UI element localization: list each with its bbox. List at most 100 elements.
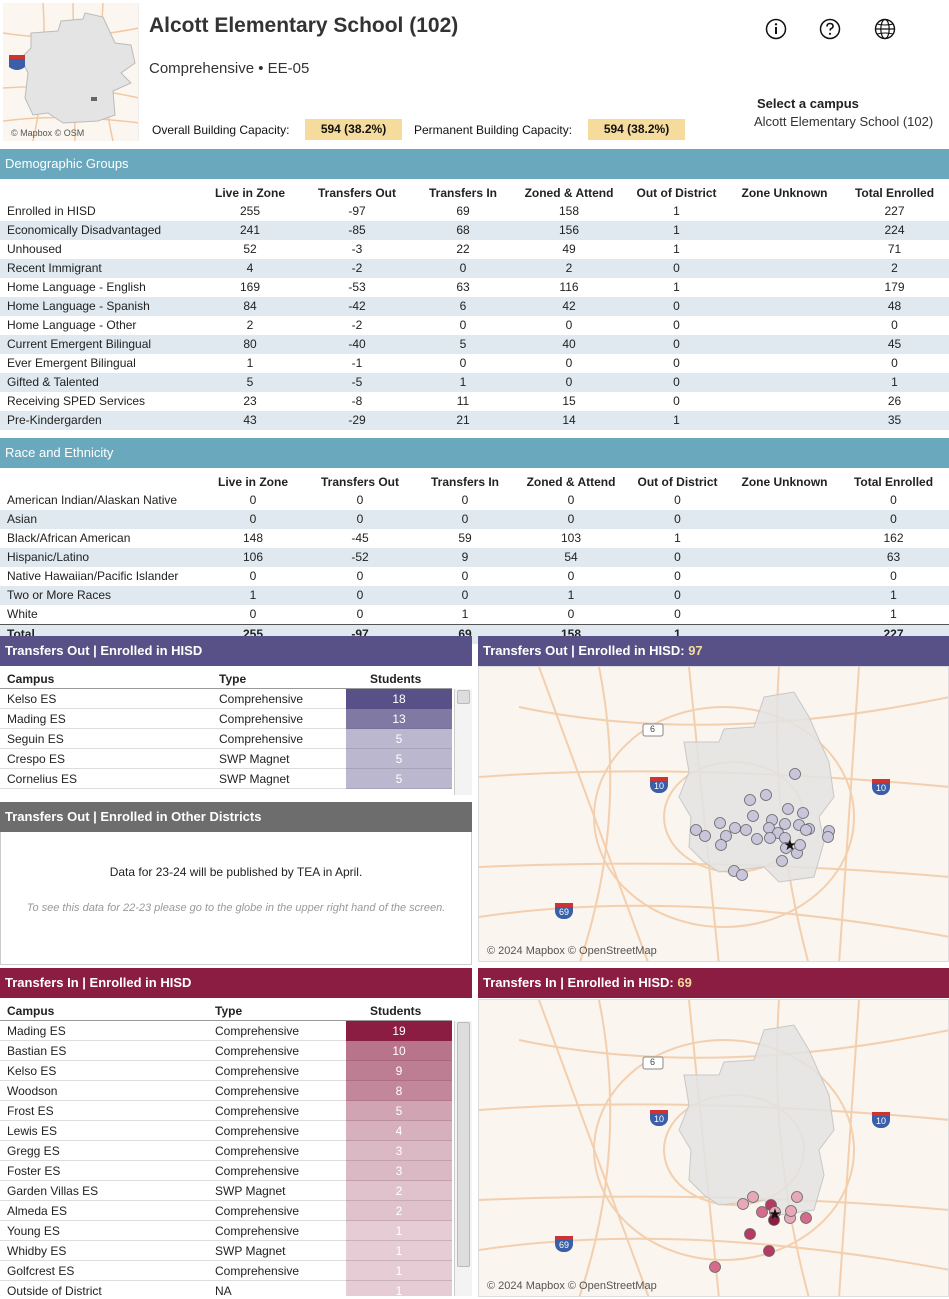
list-item[interactable]: Bastian ES Comprehensive 10	[0, 1041, 452, 1061]
campus-dot[interactable]	[791, 1191, 803, 1203]
column-header: Transfers Out	[320, 475, 400, 489]
list-item[interactable]: Mading ES Comprehensive 13	[0, 709, 452, 729]
transfers-out-map[interactable]: ★ 6 10 10 69 © 2024 Mapbox © OpenStreetMap	[478, 666, 949, 962]
campus-dot[interactable]	[729, 822, 741, 834]
table-cell: 179	[884, 280, 905, 294]
table-cell: 1	[249, 588, 257, 602]
table-cell: 0	[673, 261, 680, 275]
campus-dot[interactable]	[737, 1198, 749, 1210]
table-cell: 0	[249, 607, 257, 621]
list-item[interactable]: Whidby ES SWP Magnet 1	[0, 1241, 452, 1261]
campus-dot[interactable]	[714, 817, 726, 829]
map-canvas: ★	[479, 667, 948, 961]
list-item[interactable]: Kelso ES Comprehensive 18	[0, 689, 452, 709]
list-item[interactable]: Crespo ES SWP Magnet 5	[0, 749, 452, 769]
scroll-thumb[interactable]	[457, 690, 470, 704]
campus-dot[interactable]	[751, 833, 763, 845]
table-row: Enrolled in HISD 255 -97 69 158 1 227	[0, 202, 949, 221]
campus-dot[interactable]	[763, 1245, 775, 1257]
campus-dot[interactable]	[779, 818, 791, 830]
list-item[interactable]: Outside of District NA 1	[0, 1281, 452, 1296]
campus-dot[interactable]	[785, 1205, 797, 1217]
campus-select[interactable]: Alcott Elementary School (102)	[754, 114, 934, 129]
table-row: American Indian/Alaskan Native 0 0 0 0 0 0	[0, 491, 949, 510]
table-cell: 5	[246, 375, 254, 389]
table-cell: 2	[565, 261, 573, 275]
campus-dot[interactable]	[800, 1212, 812, 1224]
table-cell	[731, 586, 838, 605]
help-icon[interactable]	[819, 18, 841, 40]
list-item[interactable]: Young ES Comprehensive 1	[0, 1221, 452, 1241]
row-label: Receiving SPED Services	[7, 394, 146, 408]
table-cell: 80	[243, 337, 257, 351]
list-item[interactable]: Almeda ES Comprehensive 2	[0, 1201, 452, 1221]
list-item[interactable]: Gregg ES Comprehensive 3	[0, 1141, 452, 1161]
campus-dot[interactable]	[744, 794, 756, 806]
column-header: Zone Unknown	[741, 475, 828, 489]
list-item[interactable]: Golfcrest ES Comprehensive 1	[0, 1261, 452, 1281]
campus-dot[interactable]	[768, 1214, 780, 1226]
list-item[interactable]: Frost ES Comprehensive 5	[0, 1101, 452, 1121]
table-cell: 0	[567, 512, 575, 526]
campus-dot[interactable]	[736, 869, 748, 881]
student-count: 1	[346, 1241, 452, 1261]
campus-dot[interactable]	[797, 807, 809, 819]
list-item[interactable]: Cornelius ES SWP Magnet 5	[0, 769, 452, 789]
scroll-thumb[interactable]	[457, 1022, 470, 1267]
campus-dot[interactable]	[782, 803, 794, 815]
campus-dot[interactable]	[690, 824, 702, 836]
campus-dot[interactable]	[776, 855, 788, 867]
campus-dot[interactable]	[800, 824, 812, 836]
list-item[interactable]: Kelso ES Comprehensive 9	[0, 1061, 452, 1081]
transfers-in-scrollbar[interactable]	[454, 1021, 472, 1296]
demographic-groups-header: Demographic Groups	[0, 149, 949, 179]
campus-dot[interactable]	[747, 810, 759, 822]
campus-dot[interactable]	[780, 842, 792, 854]
campus-dot[interactable]	[794, 839, 806, 851]
campus-name: Kelso ES	[7, 692, 57, 706]
campus-dot[interactable]	[720, 830, 732, 842]
info-icon[interactable]	[765, 18, 787, 40]
student-count: 2	[346, 1181, 452, 1201]
transfers-in-map[interactable]: ★ 6 10 10 69 © 2024 Mapbox © OpenStreetMap	[478, 999, 949, 1297]
table-cell: 0	[356, 493, 364, 507]
campus-dot[interactable]	[715, 839, 727, 851]
table-cell: 63	[456, 280, 470, 294]
campus-dot[interactable]	[760, 789, 772, 801]
list-item[interactable]: Woodson Comprehensive 8	[0, 1081, 452, 1101]
column-header: Transfers In	[430, 475, 500, 489]
list-item[interactable]: Foster ES Comprehensive 3	[0, 1161, 452, 1181]
campus-dot[interactable]	[744, 1228, 756, 1240]
campus-dot[interactable]	[699, 830, 711, 842]
campus-dot[interactable]	[789, 768, 801, 780]
campus-dot[interactable]	[756, 1206, 768, 1218]
campus-dot[interactable]	[764, 832, 776, 844]
table-cell: 22	[456, 242, 470, 256]
school-type: Comprehensive • EE-05	[149, 60, 310, 77]
map-attribution: © 2024 Mapbox © OpenStreetMap	[487, 1280, 657, 1292]
campus-type: Comprehensive	[215, 1204, 300, 1218]
list-item[interactable]: Seguin ES Comprehensive 5	[0, 729, 452, 749]
list-item[interactable]: Mading ES Comprehensive 19	[0, 1021, 452, 1041]
list-item[interactable]: Lewis ES Comprehensive 4	[0, 1121, 452, 1141]
campus-dot[interactable]	[709, 1261, 721, 1273]
table-cell: -45	[351, 531, 369, 545]
map-title: Transfers In | Enrolled in HISD:	[483, 975, 674, 990]
list-item[interactable]: Garden Villas ES SWP Magnet 2	[0, 1181, 452, 1201]
campus-type: Comprehensive	[215, 1084, 300, 1098]
table-cell: 0	[891, 356, 898, 370]
campus-type: Comprehensive	[215, 1044, 300, 1058]
table-cell: 69	[456, 204, 470, 218]
table-cell: 0	[356, 569, 364, 583]
campus-dot[interactable]	[740, 824, 752, 836]
table-cell: 0	[249, 569, 257, 583]
transfers-out-scrollbar[interactable]	[454, 689, 472, 795]
globe-icon[interactable]	[874, 18, 896, 40]
campus-zone-minimap[interactable]: © Mapbox © OSM	[3, 3, 139, 141]
campus-name: Outside of District	[7, 1284, 102, 1296]
campus-dot[interactable]	[822, 831, 834, 843]
campus-dot[interactable]	[747, 1191, 759, 1203]
table-cell: 42	[562, 299, 576, 313]
table-cell: -40	[348, 337, 366, 351]
map-attribution: © 2024 Mapbox © OpenStreetMap	[487, 945, 657, 957]
